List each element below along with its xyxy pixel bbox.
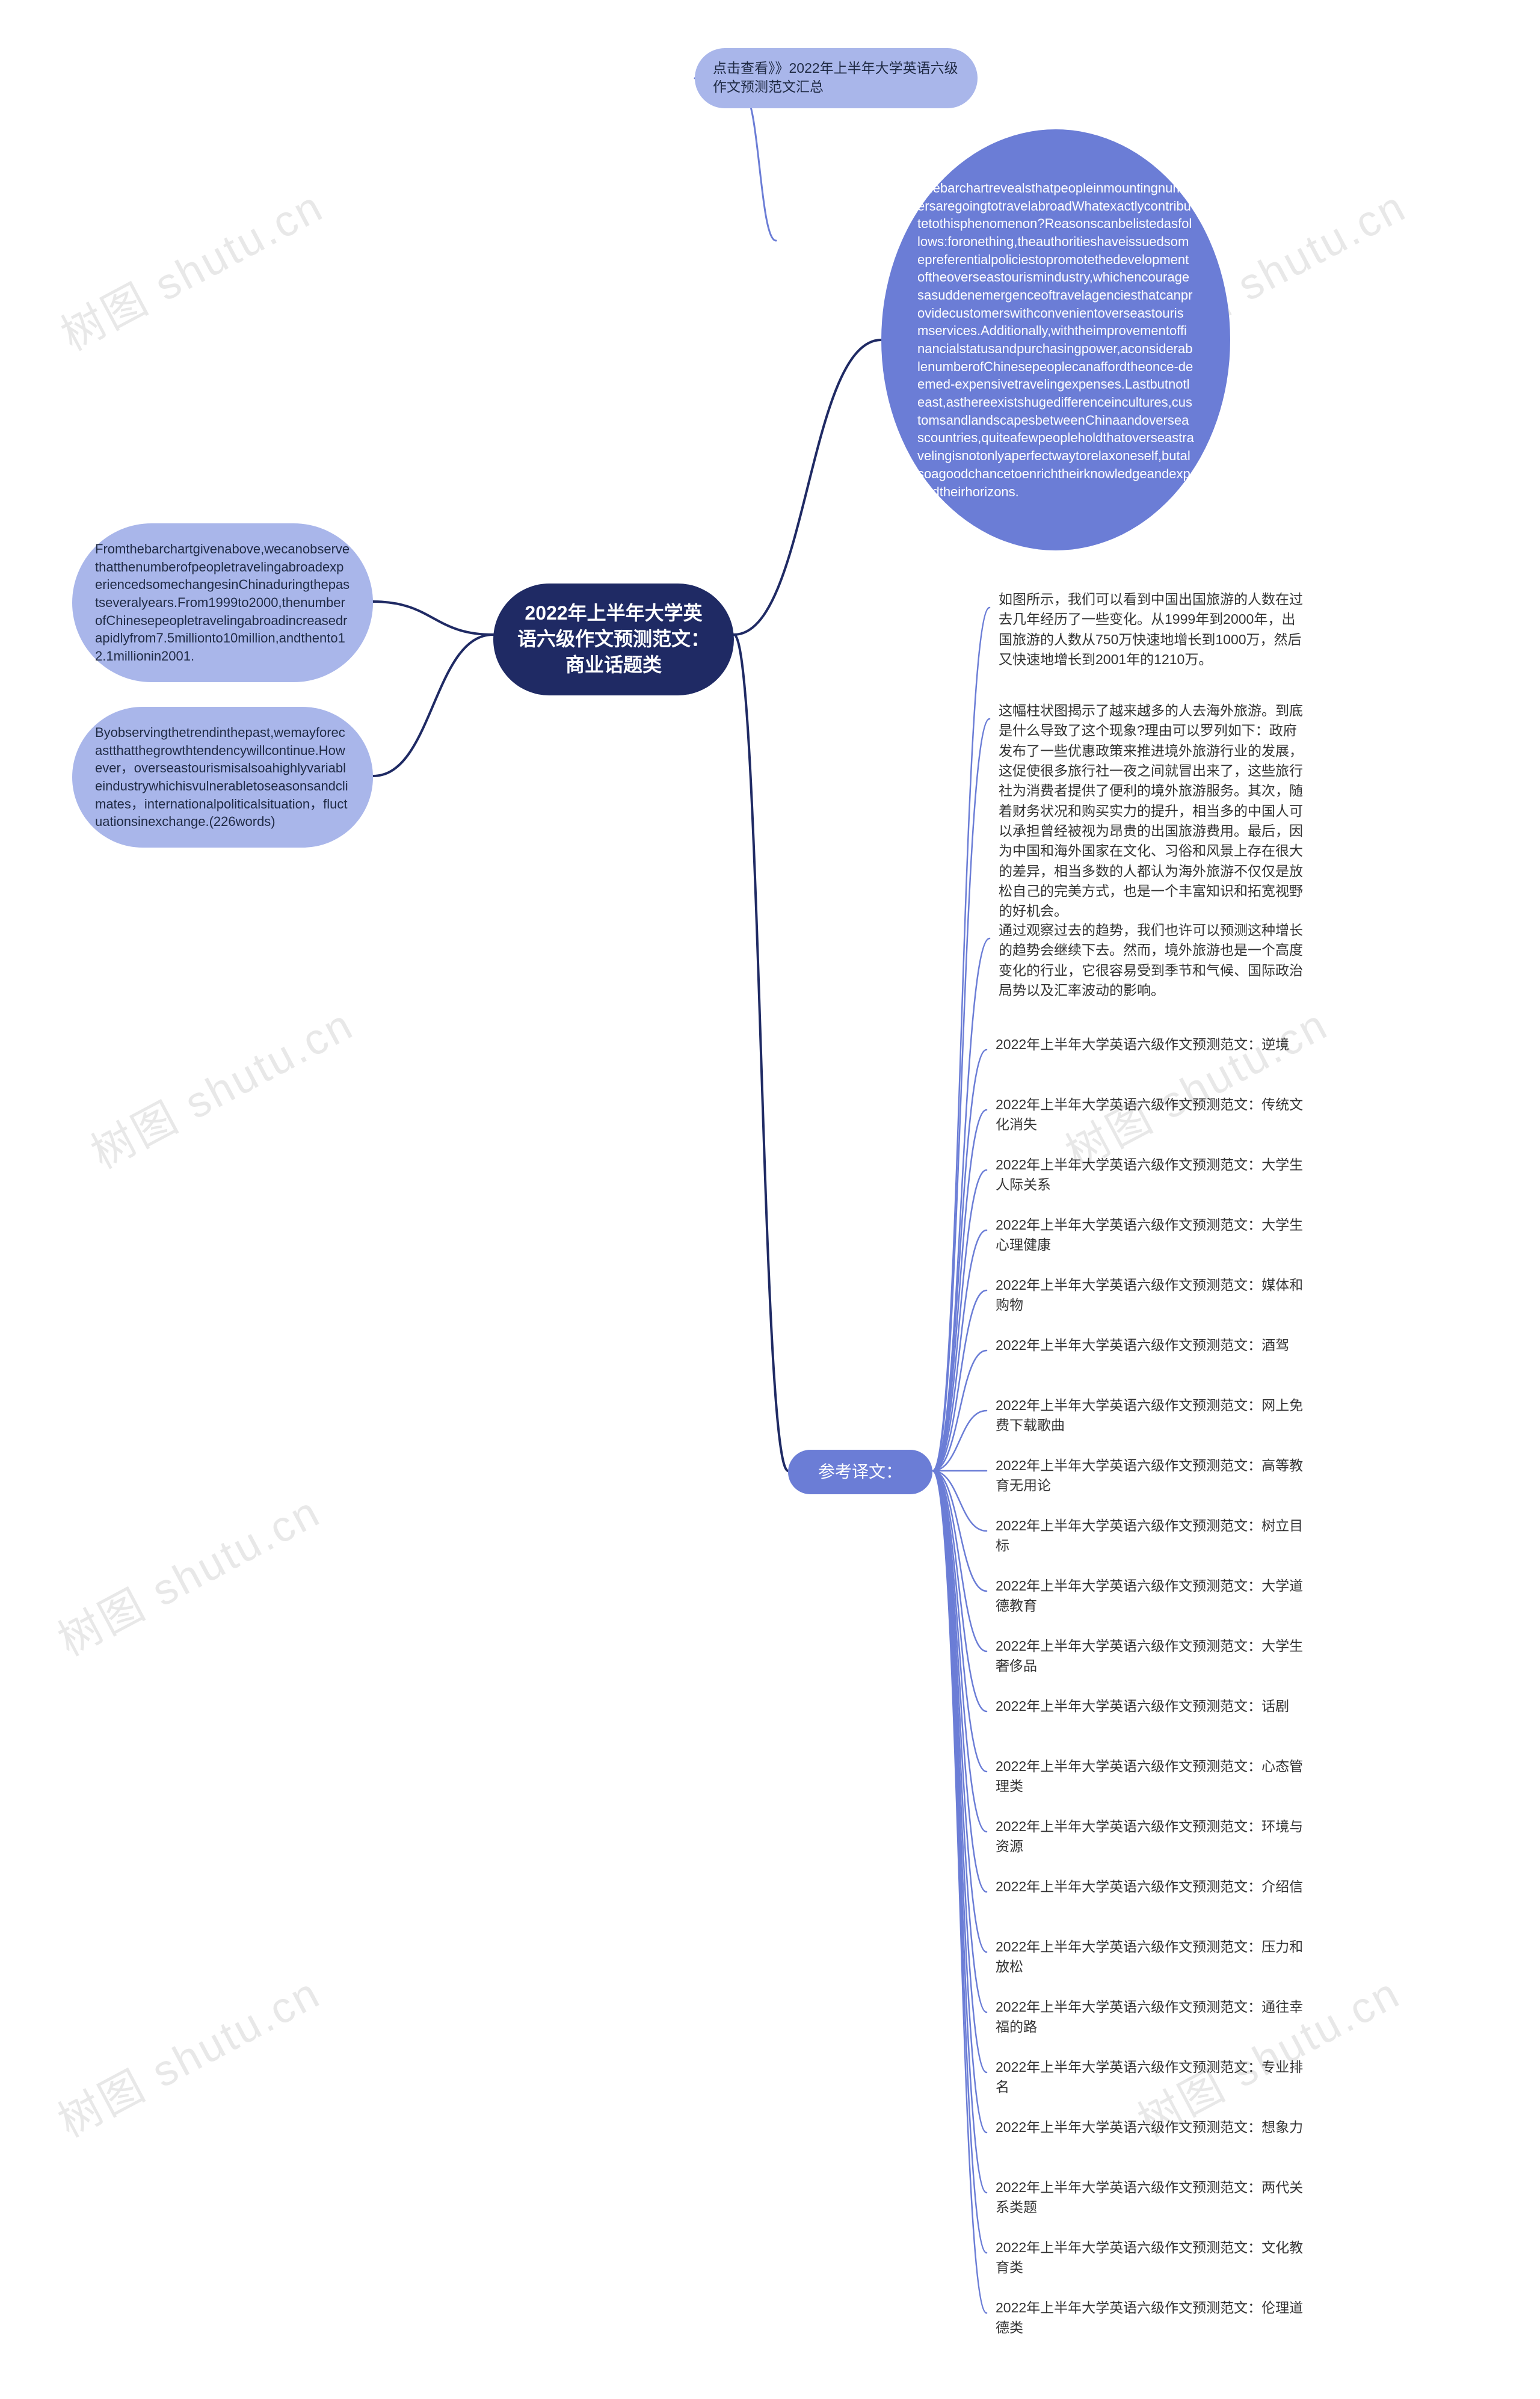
link-item-18[interactable]: 2022年上半年大学英语六级作文预测范文：想象力 bbox=[996, 2117, 1308, 2137]
watermark: 树图 shutu.cn bbox=[45, 1477, 330, 1668]
link-item-7[interactable]: 2022年上半年大学英语六级作文预测范文：高等教育无用论 bbox=[996, 1456, 1308, 1496]
root-node: 2022年上半年大学英语六级作文预测范文：商业话题类 bbox=[493, 584, 734, 695]
paragraph-1: 这幅柱状图揭示了越来越多的人去海外旅游。到底是什么导致了这个现象?理由可以罗列如… bbox=[999, 701, 1305, 922]
watermark: 树图 shutu.cn bbox=[45, 1958, 330, 2149]
link-item-17[interactable]: 2022年上半年大学英语六级作文预测范文：专业排名 bbox=[996, 2057, 1308, 2098]
paragraph-2: 通过观察过去的趋势，我们也许可以预测这种增长的趋势会继续下去。然而，境外旅游也是… bbox=[999, 920, 1305, 1000]
link-item-4[interactable]: 2022年上半年大学英语六级作文预测范文：媒体和购物 bbox=[996, 1275, 1308, 1316]
big-blue-node: Thebarchartrevealsthatpeopleinmountingnu… bbox=[881, 129, 1230, 550]
left-node-1: Byobservingthetrendinthepast,wemayforeca… bbox=[72, 707, 373, 848]
watermark: 树图 shutu.cn bbox=[1053, 990, 1337, 1181]
link-item-10[interactable]: 2022年上半年大学英语六级作文预测范文：大学生奢侈品 bbox=[996, 1636, 1308, 1677]
link-item-3[interactable]: 2022年上半年大学英语六级作文预测范文：大学生心理健康 bbox=[996, 1215, 1308, 1255]
link-item-14[interactable]: 2022年上半年大学英语六级作文预测范文：介绍信 bbox=[996, 1877, 1308, 1897]
link-item-2[interactable]: 2022年上半年大学英语六级作文预测范文：大学生人际关系 bbox=[996, 1155, 1308, 1195]
link-item-8[interactable]: 2022年上半年大学英语六级作文预测范文：树立目标 bbox=[996, 1516, 1308, 1556]
link-item-5[interactable]: 2022年上半年大学英语六级作文预测范文：酒驾 bbox=[996, 1335, 1308, 1355]
link-item-19[interactable]: 2022年上半年大学英语六级作文预测范文：两代关系类题 bbox=[996, 2178, 1308, 2218]
link-item-16[interactable]: 2022年上半年大学英语六级作文预测范文：通往幸福的路 bbox=[996, 1997, 1308, 2037]
link-item-21[interactable]: 2022年上半年大学英语六级作文预测范文：伦理道德类 bbox=[996, 2298, 1308, 2338]
paragraph-0: 如图所示，我们可以看到中国出国旅游的人数在过去几年经历了一些变化。从1999年到… bbox=[999, 590, 1305, 670]
watermark: 树图 shutu.cn bbox=[48, 171, 333, 363]
link-item-12[interactable]: 2022年上半年大学英语六级作文预测范文：心态管理类 bbox=[996, 1757, 1308, 1797]
link-item-11[interactable]: 2022年上半年大学英语六级作文预测范文：话剧 bbox=[996, 1696, 1308, 1716]
top-right-node[interactable]: 点击查看》》2022年上半年大学英语六级作文预测范文汇总 bbox=[695, 48, 978, 108]
watermark: 树图 shutu.cn bbox=[78, 990, 363, 1181]
left-node-0: Fromthebarchartgivenabove,wecanobserveth… bbox=[72, 523, 373, 682]
link-item-9[interactable]: 2022年上半年大学英语六级作文预测范文：大学道德教育 bbox=[996, 1576, 1308, 1616]
link-item-13[interactable]: 2022年上半年大学英语六级作文预测范文：环境与资源 bbox=[996, 1817, 1308, 1857]
link-item-1[interactable]: 2022年上半年大学英语六级作文预测范文：传统文化消失 bbox=[996, 1095, 1308, 1135]
ref-node: 参考译文： bbox=[788, 1450, 932, 1494]
link-item-6[interactable]: 2022年上半年大学英语六级作文预测范文：网上免费下载歌曲 bbox=[996, 1396, 1308, 1436]
link-item-15[interactable]: 2022年上半年大学英语六级作文预测范文：压力和放松 bbox=[996, 1937, 1308, 1977]
link-item-20[interactable]: 2022年上半年大学英语六级作文预测范文：文化教育类 bbox=[996, 2238, 1308, 2278]
link-item-0[interactable]: 2022年上半年大学英语六级作文预测范文：逆境 bbox=[996, 1035, 1308, 1055]
